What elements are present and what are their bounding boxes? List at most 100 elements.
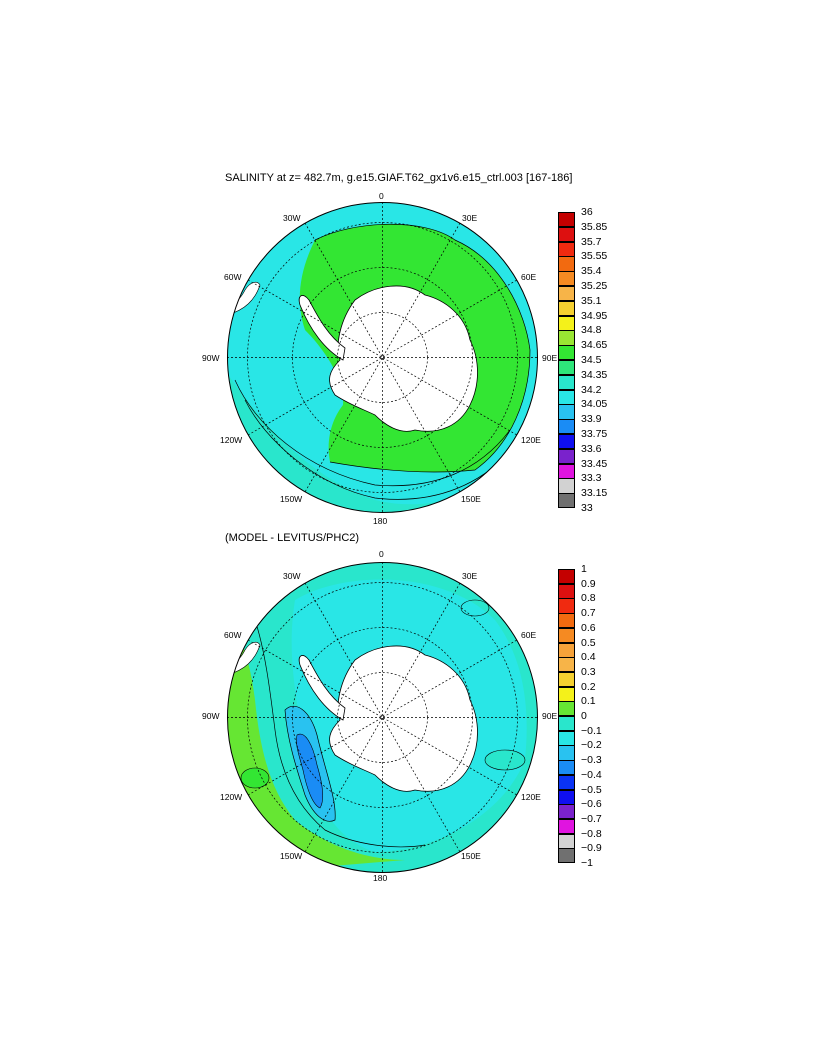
colorbar-swatch <box>558 463 575 479</box>
lon-label-150e: 150E <box>461 494 481 504</box>
colorbar-tick-label: 33.9 <box>581 413 602 426</box>
colorbar-tick-label: 33.75 <box>581 428 608 440</box>
colorbar-tick-label: −1 <box>581 857 593 869</box>
colorbar-tick-label: −0.5 <box>581 783 602 796</box>
colorbar-swatch <box>558 569 575 585</box>
colorbar-swatch <box>558 657 575 673</box>
colorbar-tick-label: 0.5 <box>581 636 596 649</box>
colorbar-tick-label: 0.1 <box>581 695 596 708</box>
colorbar-swatch <box>558 374 575 391</box>
colorbar-swatch <box>558 804 575 820</box>
colorbar-swatch <box>558 448 575 465</box>
colorbar-tick-label: 35.25 <box>581 280 608 292</box>
colorbar-swatch <box>558 760 575 776</box>
colorbar-tick-label: 0.2 <box>581 680 596 693</box>
difference-colorbar: 1 0.9 0.8 0.7 0.6 0.5 0.4 0.3 0.2 0.1 0 −0.1 −0.2 −0.… <box>558 563 628 869</box>
colorbar-swatch <box>558 330 575 346</box>
colorbar-tick-label: 35.85 <box>581 220 608 233</box>
colorbar-tick-label: 35.1 <box>581 294 602 307</box>
colorbar-swatch <box>558 730 575 746</box>
colorbar-swatch <box>558 493 575 509</box>
colorbar-swatch <box>558 848 575 864</box>
lon-label-90e: 90E <box>542 353 558 363</box>
lon-label-120e: 120E <box>521 792 541 802</box>
colorbar-swatch <box>558 818 575 835</box>
lon-label-180: 180 <box>373 873 388 883</box>
colorbar-tick-label: −0.2 <box>581 739 602 752</box>
colorbar-swatch <box>558 212 575 228</box>
colorbar-swatch <box>558 478 575 494</box>
colorbar-tick-label: 0.4 <box>581 651 596 664</box>
colorbar-swatch <box>558 315 575 331</box>
colorbar-tick-label: −0.8 <box>581 827 602 840</box>
colorbar-swatch <box>558 389 575 405</box>
colorbar-swatch <box>558 271 575 287</box>
lon-label-90w: 90W <box>202 353 220 363</box>
lon-label-0: 0 <box>379 191 384 201</box>
colorbar-swatch <box>558 774 575 790</box>
panel-1-title: SALINITY at z= 482.7m, g.e15.GIAF.T62_gx… <box>225 172 573 184</box>
colorbar-swatch <box>558 286 575 302</box>
colorbar-tick-label: 34.05 <box>581 398 608 411</box>
colorbar-swatch <box>558 226 575 243</box>
colorbar-tick-label: 34.95 <box>581 309 608 322</box>
colorbar-swatch <box>558 434 575 450</box>
colorbar-tick-label: 34.5 <box>581 354 602 366</box>
colorbar-tick-label: 34.2 <box>581 383 602 396</box>
lon-label-90w: 90W <box>202 711 220 721</box>
colorbar-tick-label: 33.45 <box>581 457 608 470</box>
lon-label-30e: 30E <box>462 213 478 223</box>
colorbar-swatch <box>558 833 575 849</box>
colorbar-tick-label: 34.8 <box>581 324 602 337</box>
colorbar-tick-label: 1 <box>581 563 587 575</box>
salinity-polar-map <box>227 202 538 513</box>
lon-label-150e: 150E <box>461 851 481 861</box>
lon-label-120w: 120W <box>220 435 243 445</box>
colorbar-tick-label: −0.4 <box>581 768 602 781</box>
colorbar-tick-label: 0.8 <box>581 592 596 605</box>
colorbar-swatch <box>558 671 575 688</box>
lon-label-60e: 60E <box>521 272 537 282</box>
colorbar-swatch <box>558 360 575 376</box>
colorbar-tick-label: 0.7 <box>581 607 596 620</box>
colorbar-swatch <box>558 745 575 761</box>
colorbar-tick-label: 0.3 <box>581 665 596 678</box>
lon-label-90e: 90E <box>542 711 558 721</box>
salinity-colorbar: 36 35.85 35.7 35.55 35.4 35.25 35.1 34.95 34.8 34… <box>558 206 628 514</box>
colorbar-tick-label: 33.15 <box>581 487 608 500</box>
colorbar-swatch <box>558 241 575 257</box>
lon-label-60w: 60W <box>224 272 242 282</box>
panel-2-title: (MODEL - LEVITUS/PHC2) <box>225 532 360 544</box>
colorbar-swatch <box>558 716 575 732</box>
colorbar-tick-label: −0.9 <box>581 842 602 855</box>
colorbar-swatch <box>558 642 575 658</box>
colorbar-swatch <box>558 686 575 702</box>
colorbar-tick-label: 36 <box>581 206 593 218</box>
lon-label-30w: 30W <box>283 213 301 223</box>
colorbar-tick-label: −0.6 <box>581 798 602 811</box>
colorbar-tick-label: 0 <box>581 710 587 722</box>
colorbar-swatch <box>558 404 575 420</box>
lon-label-60w: 60W <box>224 630 242 640</box>
lon-label-30w: 30W <box>283 571 301 581</box>
colorbar-tick-label: 35.7 <box>581 235 602 248</box>
lon-label-120e: 120E <box>521 435 541 445</box>
lon-label-0: 0 <box>379 549 384 559</box>
colorbar-tick-label: 33.6 <box>581 442 602 455</box>
colorbar-swatch <box>558 701 575 717</box>
colorbar-swatch <box>558 345 575 361</box>
colorbar-swatch <box>558 789 575 805</box>
colorbar-tick-label: 33.3 <box>581 472 602 485</box>
lon-label-60e: 60E <box>521 630 537 640</box>
colorbar-tick-label: 33 <box>581 502 593 514</box>
colorbar-swatch <box>558 419 575 435</box>
colorbar-swatch <box>558 613 575 629</box>
colorbar-tick-label: 35.55 <box>581 250 608 263</box>
lon-label-150w: 150W <box>280 494 303 504</box>
colorbar-tick-label: −0.3 <box>581 754 602 767</box>
colorbar-tick-label: 34.65 <box>581 339 608 352</box>
colorbar-tick-label: −0.7 <box>581 812 602 825</box>
colorbar-tick-label: 0.9 <box>581 577 596 590</box>
colorbar-swatch <box>558 300 575 317</box>
colorbar-tick-label: 0.6 <box>581 621 596 634</box>
